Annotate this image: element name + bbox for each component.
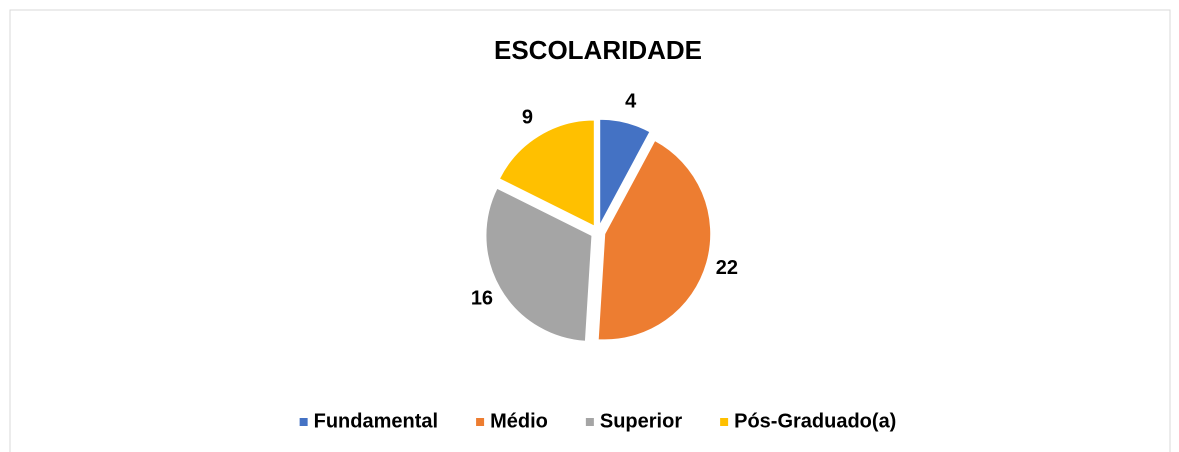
data-label: 16 — [471, 287, 493, 309]
legend-label: Superior — [600, 410, 682, 432]
legend-swatch — [299, 418, 308, 426]
pie-slice — [597, 139, 712, 341]
pie-slice — [485, 187, 593, 342]
legend-label: Pós-Graduado(a) — [734, 410, 896, 432]
legend-swatch — [720, 418, 729, 426]
legend-swatch — [476, 418, 485, 426]
data-label: 22 — [716, 257, 738, 279]
pie-slice — [498, 119, 595, 227]
legend: Fundamental Médio Superior Pós-Graduado(a) — [299, 410, 896, 432]
data-label: 9 — [522, 106, 533, 128]
legend-swatch — [585, 418, 594, 426]
data-label: 4 — [625, 90, 637, 112]
chart-border — [9, 9, 1171, 452]
pie-slice — [599, 118, 651, 226]
legend-label: Médio — [490, 410, 548, 432]
chart-title: ESCOLARIDADE — [494, 35, 702, 65]
legend-label: Fundamental — [314, 410, 438, 432]
